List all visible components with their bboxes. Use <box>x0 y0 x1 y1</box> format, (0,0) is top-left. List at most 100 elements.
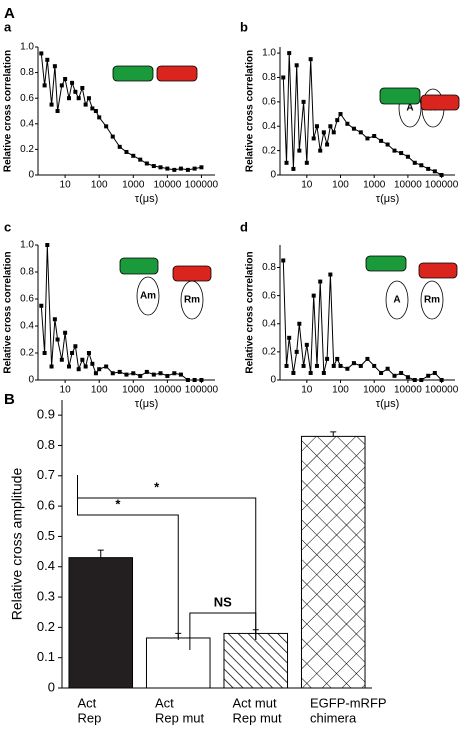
data-point <box>45 57 50 62</box>
bar <box>68 557 134 689</box>
data-point <box>325 356 330 361</box>
y-tick-label: 0.4 <box>20 118 34 129</box>
data-point <box>97 367 102 372</box>
data-point <box>151 372 156 377</box>
y-axis-label: Relative cross correlation <box>3 251 14 373</box>
y-tick-label: 0 <box>28 375 34 386</box>
y-axis-label: Relative cross correlation <box>3 50 14 172</box>
data-point <box>287 51 292 56</box>
panel-label: d <box>240 219 248 234</box>
data-point <box>351 126 356 131</box>
data-point <box>331 363 336 368</box>
data-point <box>104 364 109 369</box>
x-tick-label: 1000 <box>363 180 386 191</box>
y-tick-label: 0 <box>28 170 34 181</box>
data-point <box>419 163 424 168</box>
data-point <box>151 164 156 169</box>
y-tick-label: 0.6 <box>37 498 55 513</box>
x-tick-label: Rep mut <box>233 710 283 725</box>
y-tick-label: 0.3 <box>37 588 55 603</box>
data-point <box>42 83 47 88</box>
data-point <box>321 370 326 375</box>
data-point <box>284 160 289 165</box>
data-point <box>335 118 340 123</box>
data-point <box>178 166 183 171</box>
y-tick-label: 0.4 <box>37 558 55 573</box>
y-tick-label: 0 <box>270 170 276 181</box>
data-point <box>358 363 363 368</box>
red-protein <box>418 262 458 279</box>
y-tick-label: 0.1 <box>37 649 55 664</box>
data-point <box>52 317 57 322</box>
data-point <box>192 166 197 171</box>
significance-label: NS <box>214 594 232 609</box>
data-point <box>86 96 91 101</box>
x-tick-label: EGFP-mRFP <box>310 695 387 710</box>
data-point <box>93 371 98 376</box>
data-point <box>110 371 115 376</box>
y-tick-label: 0.8 <box>262 262 276 273</box>
data-point <box>419 378 424 382</box>
x-tick-label: 100 <box>91 385 108 396</box>
data-point <box>287 335 292 340</box>
y-tick-label: 0.4 <box>262 318 276 329</box>
y-axis-label: Relative cross amplitude <box>9 468 25 621</box>
y-axis-label: Relative cross correlation <box>245 251 256 373</box>
y-tick-label: 0.6 <box>20 93 34 104</box>
significance-label: * <box>154 479 160 494</box>
green-protein <box>112 65 154 82</box>
y-tick-label: 0.2 <box>262 145 276 156</box>
x-tick-label: 1000 <box>122 385 145 396</box>
data-point <box>291 370 296 375</box>
data-point <box>86 351 91 355</box>
data-point <box>124 372 129 377</box>
data-point <box>281 258 286 263</box>
data-point <box>311 293 316 298</box>
data-point <box>172 167 177 172</box>
data-point <box>308 57 313 62</box>
data-point <box>301 99 306 104</box>
data-point <box>144 369 149 374</box>
data-point <box>158 371 163 376</box>
data-point <box>385 142 390 147</box>
data-point <box>117 369 122 374</box>
data-point <box>90 106 95 111</box>
data-point <box>321 130 326 135</box>
x-axis-label: τ(μs) <box>135 398 159 410</box>
green-protein <box>119 257 159 275</box>
domain-body <box>420 280 444 320</box>
data-point <box>351 361 356 366</box>
data-point <box>70 351 75 355</box>
significance-bracket <box>77 475 257 640</box>
data-point <box>304 160 309 165</box>
data-point <box>301 363 306 368</box>
y-tick-label: 0 <box>270 375 276 386</box>
y-tick-label: 0 <box>48 679 55 694</box>
data-point <box>412 160 417 165</box>
domain-body <box>385 280 409 320</box>
x-tick-label: 100000 <box>185 180 219 191</box>
x-tick-label: Rep mut <box>155 710 205 725</box>
significance-label: * <box>115 496 121 511</box>
data-point <box>63 77 68 81</box>
y-axis-label: Relative cross correlation <box>245 50 256 172</box>
data-point <box>73 344 78 349</box>
y-tick-label: 0.8 <box>20 267 34 278</box>
x-tick-label: 100 <box>332 180 349 191</box>
x-tick-label: 100000 <box>185 385 219 396</box>
data-point <box>338 363 343 368</box>
domain-label: Rm <box>184 295 200 306</box>
panel-label: a <box>4 19 12 34</box>
section-label: A <box>4 5 15 22</box>
data-point <box>399 151 404 156</box>
domain-label: Rm <box>424 295 440 306</box>
data-point <box>138 373 143 378</box>
error-bar <box>97 549 104 558</box>
data-point <box>318 279 323 284</box>
data-point <box>192 378 197 382</box>
green-protein <box>379 87 421 105</box>
data-point <box>165 373 170 378</box>
data-point <box>439 173 444 177</box>
green-protein <box>365 255 407 272</box>
data-point <box>165 166 170 171</box>
